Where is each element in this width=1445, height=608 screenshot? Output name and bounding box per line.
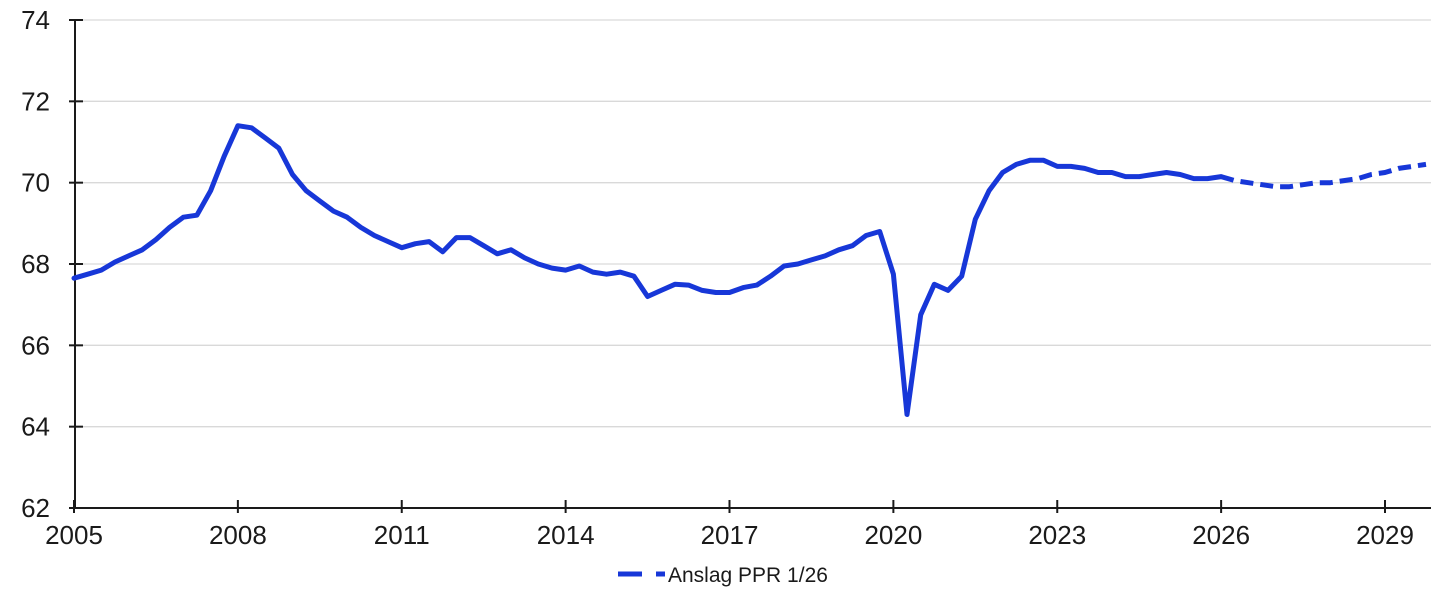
historical-line-solid xyxy=(71,123,1224,417)
axis-ticks-group xyxy=(69,19,1386,513)
x-tick-label: 2020 xyxy=(864,520,922,550)
y-tick-label: 64 xyxy=(21,412,50,442)
axis-labels-group: 62 64 66 68 70 72 74 2005 2008 2011 2014 2017 2020 20… xyxy=(21,5,1414,550)
x-tick-label: 2026 xyxy=(1192,520,1250,550)
legend: Anslag PPR 1/26 xyxy=(618,564,828,587)
y-tick-label: 66 xyxy=(21,330,50,360)
data-series-group xyxy=(71,123,1427,417)
x-tick-label: 2017 xyxy=(701,520,759,550)
x-tick-label: 2005 xyxy=(45,520,103,550)
gridlines-group xyxy=(75,19,1431,428)
legend-label: Anslag PPR 1/26 xyxy=(668,564,828,587)
y-tick-label: 74 xyxy=(21,5,50,35)
y-tick-label: 68 xyxy=(21,249,50,279)
y-tick-label: 70 xyxy=(21,168,50,198)
y-tick-label: 62 xyxy=(21,493,50,523)
x-tick-label: 2014 xyxy=(537,520,595,550)
x-tick-label: 2023 xyxy=(1028,520,1086,550)
projection-line-dashed xyxy=(1220,161,1427,190)
x-tick-label: 2008 xyxy=(209,520,267,550)
x-tick-label: 2011 xyxy=(374,520,430,550)
y-tick-label: 72 xyxy=(21,86,50,116)
x-tick-label: 2029 xyxy=(1356,520,1414,550)
